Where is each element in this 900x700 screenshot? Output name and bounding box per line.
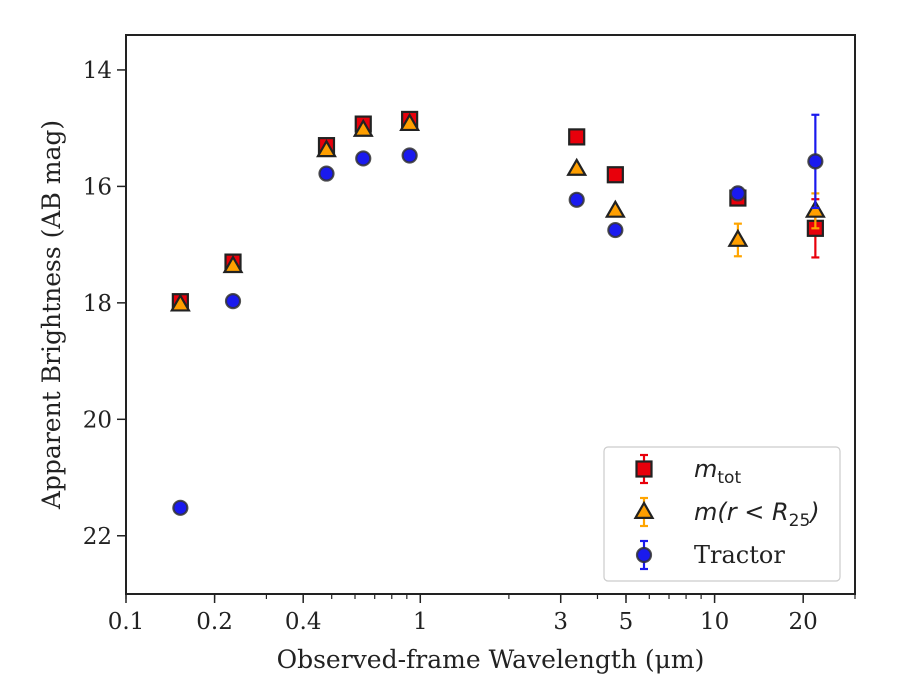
y-tick-label: 22 [83, 524, 112, 550]
data-point-square [606, 166, 624, 184]
data-point-triangle [222, 254, 244, 274]
data-point-circle [729, 185, 746, 202]
major-ticks: 0.1 0.2 0.4 1 3 5 10 20 14 16 18 20 22 [83, 58, 818, 635]
x-tick-label: 0.2 [196, 609, 233, 635]
x-tick-label: 5 [619, 609, 634, 635]
x-axis-label: Observed-frame Wavelength (μm) [277, 645, 705, 674]
data-point-circle [807, 153, 824, 170]
data-point-circle [568, 191, 585, 208]
data-point-square [568, 128, 586, 146]
y-tick-label: 18 [83, 291, 112, 317]
legend-entries: mtot m(r < R25) Tractor [633, 453, 820, 571]
y-tick-label: 16 [83, 174, 112, 200]
data-point-triangle [727, 228, 749, 247]
y-tick-label: 14 [83, 58, 112, 84]
data-point-triangle [804, 199, 826, 218]
data-point-circle [172, 499, 189, 516]
data-point-circle [355, 150, 372, 167]
legend-label: mtot [694, 455, 741, 488]
data-point-circle [401, 147, 418, 164]
plot-frame [125, 34, 856, 595]
data-point-triangle [169, 293, 191, 312]
data-point-triangle [399, 112, 421, 132]
legend-entry: Tractor [635, 539, 785, 571]
legend-label: Tractor [694, 541, 785, 569]
data-point-triangle [566, 157, 588, 176]
data-point-triangle [604, 199, 626, 218]
y-tick-label: 20 [83, 407, 112, 433]
series-square [171, 110, 824, 311]
x-tick-label: 0.1 [108, 609, 145, 635]
x-tick-label: 3 [553, 609, 568, 635]
data-point-circle [318, 165, 335, 182]
legend-marker-circle [635, 546, 653, 564]
y-axis-label: Apparent Brightness (AB mag) [37, 120, 66, 510]
legend-marker-square [635, 460, 653, 478]
series-layer [169, 110, 826, 516]
data-point-circle [607, 221, 624, 239]
series-circle [172, 113, 824, 516]
legend-entry: m(r < R25) [633, 496, 820, 531]
series-triangle [169, 112, 826, 312]
legend: mtot m(r < R25) Tractor [603, 446, 841, 582]
x-tick-label: 20 [789, 609, 818, 635]
legend-label: m(r < R25) [694, 498, 820, 531]
x-tick-label: 10 [700, 609, 729, 635]
data-point-triangle [316, 139, 337, 158]
legend-box [603, 446, 841, 582]
x-tick-label: 0.4 [285, 609, 322, 635]
legend-entry: mtot [635, 453, 741, 488]
legend-marker-triangle [633, 500, 655, 519]
data-point-circle [224, 293, 242, 310]
data-point-triangle [352, 118, 374, 137]
x-tick-label: 1 [413, 609, 428, 635]
